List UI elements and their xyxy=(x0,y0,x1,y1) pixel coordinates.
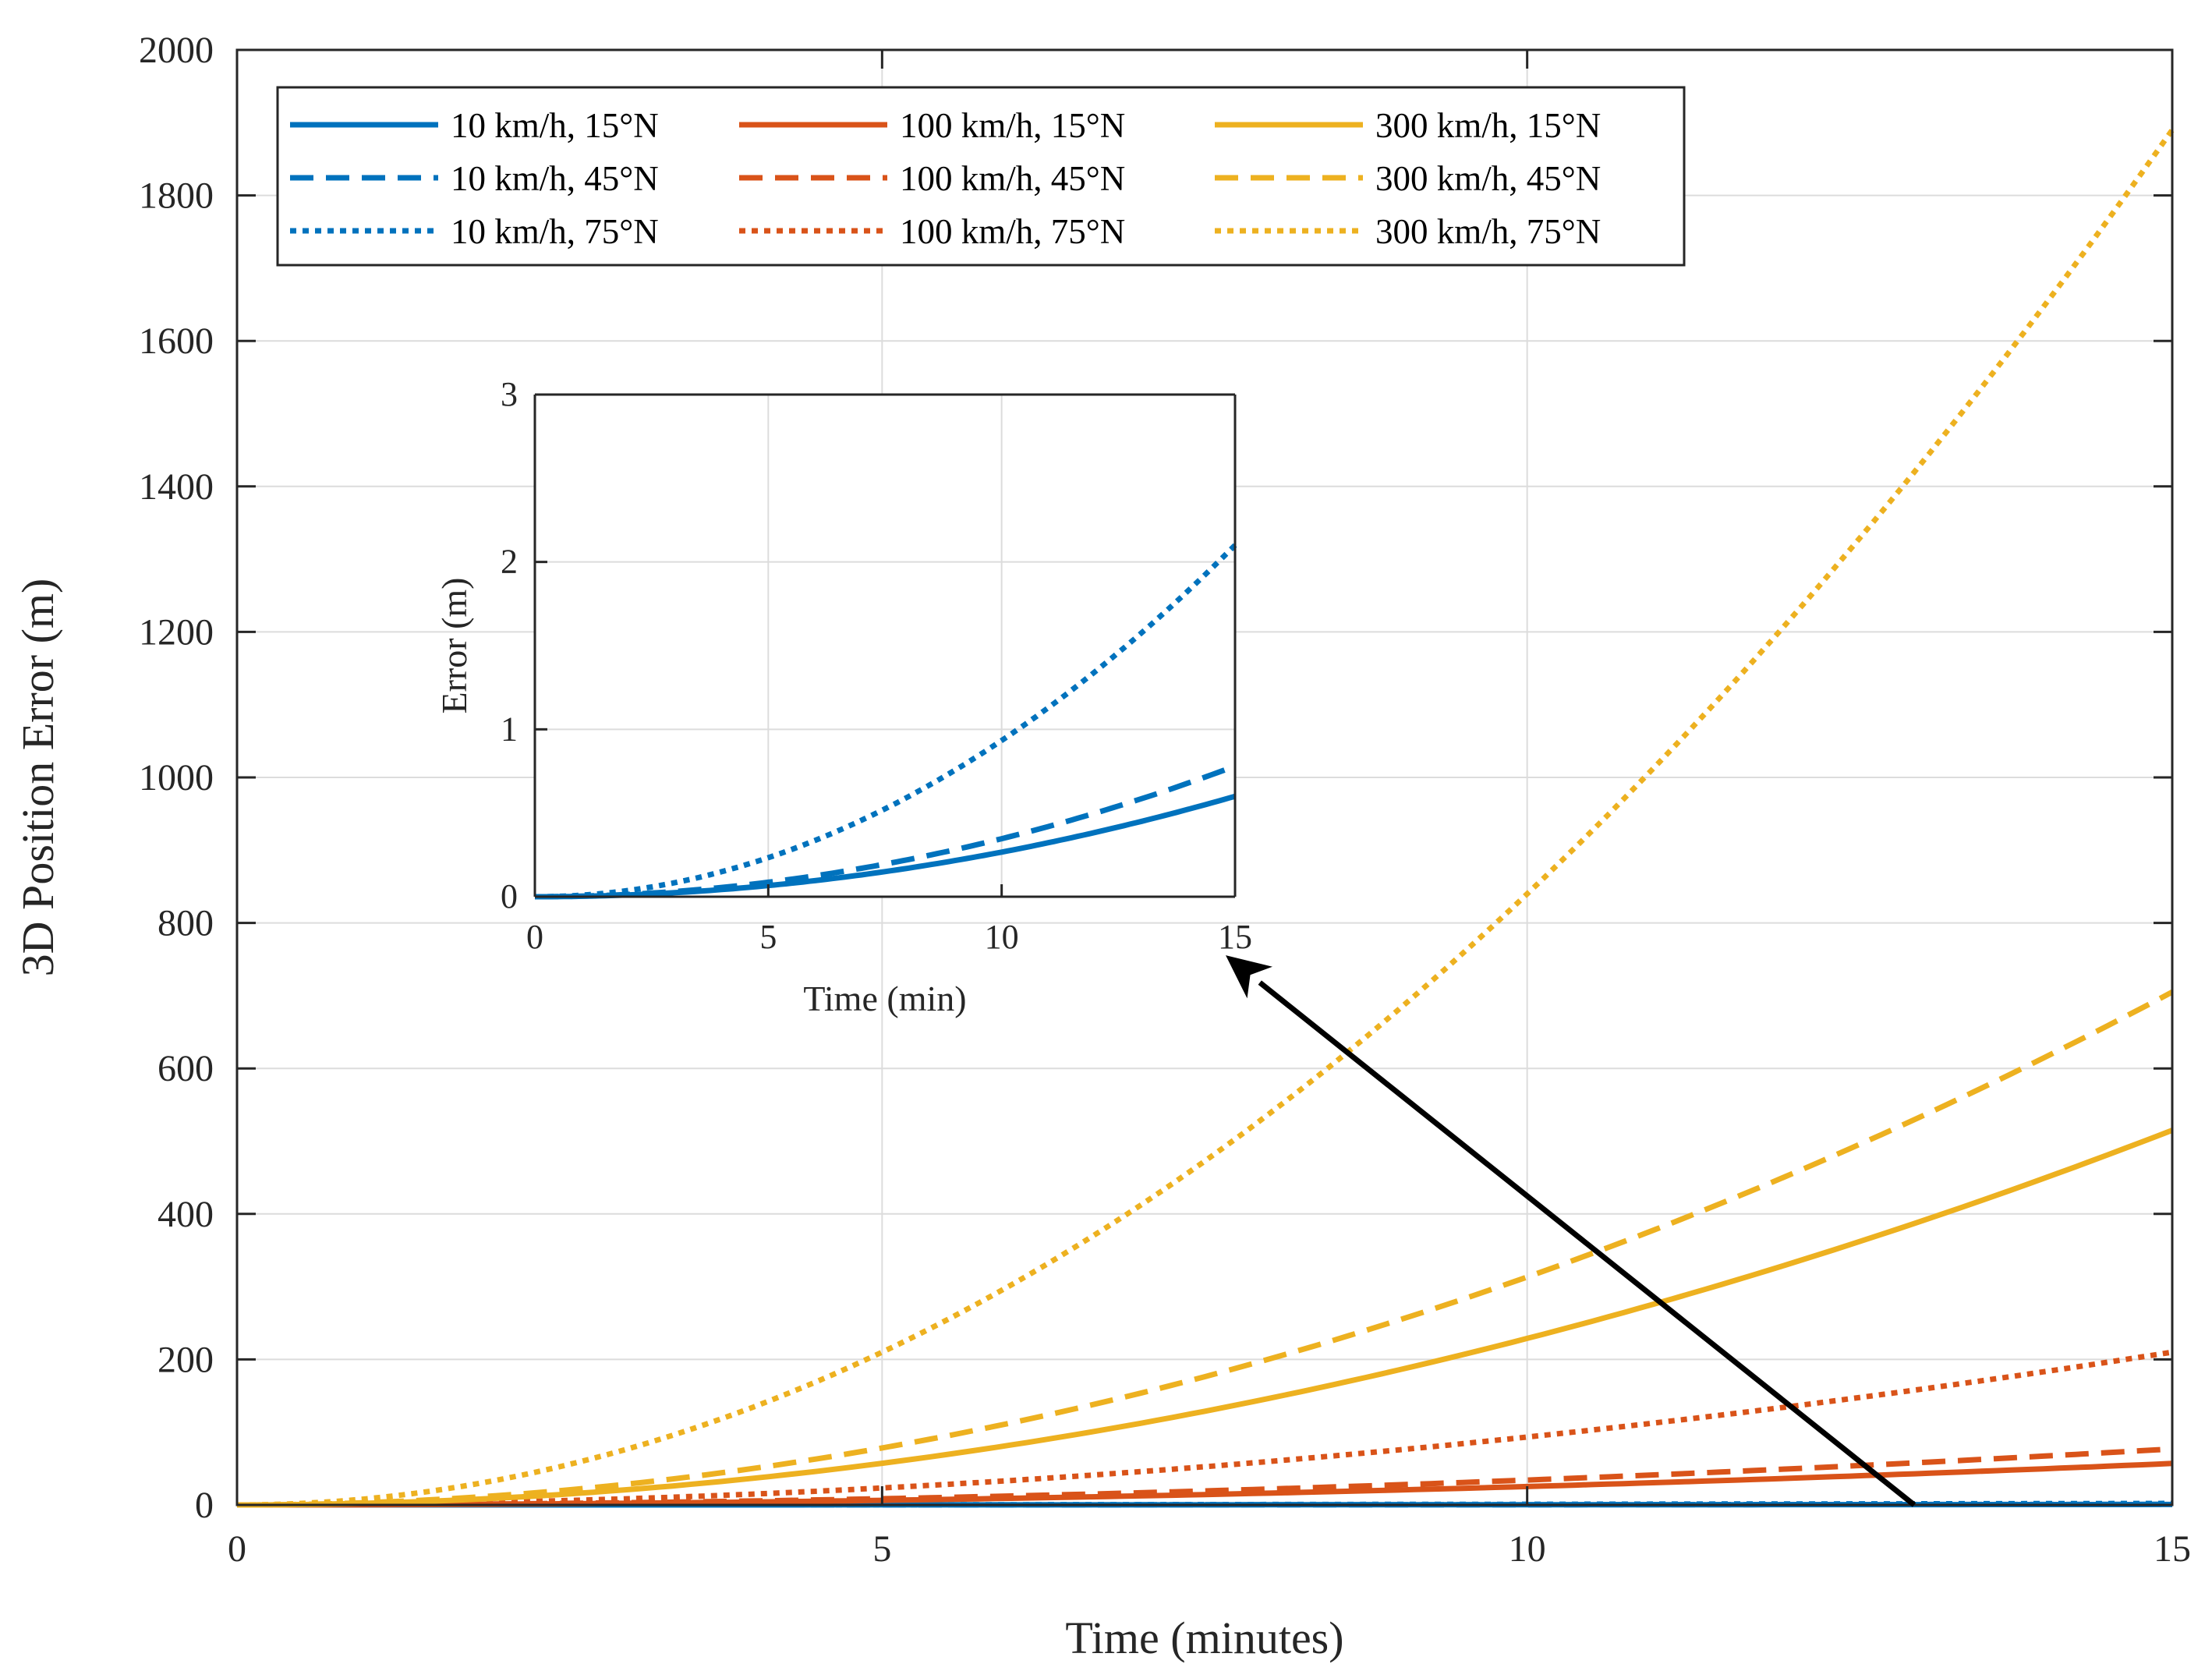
main-y-axis-title: 3D Position Error (m) xyxy=(12,579,63,977)
legend-item-10-km-h-75-n: 10 km/h, 75°N xyxy=(290,212,659,251)
y-tick-label: 3 xyxy=(501,375,518,413)
legend: 10 km/h, 15°N 10 km/h, 45°N 10 km/h, 75°N 1… xyxy=(276,86,1686,267)
legend-item-300-km-h-45-n: 300 km/h, 45°N xyxy=(1215,159,1601,198)
legend-label: 10 km/h, 15°N xyxy=(451,106,659,145)
legend-label: 300 km/h, 15°N xyxy=(1375,106,1601,145)
legend-item-10-km-h-45-n: 10 km/h, 45°N xyxy=(290,159,659,198)
legend-item-300-km-h-15-n: 300 km/h, 15°N xyxy=(1215,106,1601,145)
x-tick-label: 0 xyxy=(228,1528,246,1570)
y-tick-label: 0 xyxy=(195,1485,214,1526)
legend-label: 300 km/h, 75°N xyxy=(1375,212,1601,251)
y-tick-label: 1600 xyxy=(139,320,214,362)
legend-item-300-km-h-75-n: 300 km/h, 75°N xyxy=(1215,212,1601,251)
inset-background xyxy=(535,395,1235,897)
x-tick-label: 15 xyxy=(2154,1528,2191,1570)
x-tick-label: 10 xyxy=(1509,1528,1546,1570)
main-x-tick-labels: 0 5 10 15 xyxy=(228,1528,2191,1570)
inset-y-tick-labels: 0 1 2 3 xyxy=(501,375,518,915)
y-tick-label: 1200 xyxy=(139,611,214,653)
x-tick-label: 0 xyxy=(526,918,543,956)
main-x-axis-title: Time (minutes) xyxy=(1065,1613,1343,1663)
y-tick-label: 600 xyxy=(157,1048,214,1089)
zoom-arrow xyxy=(1226,955,1916,1507)
y-tick-label: 0 xyxy=(501,877,518,915)
y-tick-label: 2000 xyxy=(139,30,214,71)
y-tick-label: 200 xyxy=(157,1339,214,1380)
legend-label: 10 km/h, 75°N xyxy=(451,212,659,251)
legend-label: 100 km/h, 15°N xyxy=(900,106,1125,145)
x-tick-label: 10 xyxy=(985,918,1019,956)
inset-x-axis-title: Time (min) xyxy=(803,979,966,1018)
legend-label: 100 km/h, 75°N xyxy=(900,212,1125,251)
y-tick-label: 400 xyxy=(157,1194,214,1235)
arrow-shaft xyxy=(1258,980,1916,1507)
y-tick-label: 1000 xyxy=(139,757,214,798)
inset-tick-marks xyxy=(533,393,1237,898)
inset-y-axis-title: Error (m) xyxy=(434,578,474,714)
series-line-10-km-h-45-n xyxy=(535,763,1237,900)
y-tick-label: 2 xyxy=(501,543,518,581)
legend-label: 300 km/h, 45°N xyxy=(1375,159,1601,198)
inset-axes: 0 5 10 15 0 1 2 3 Time (min) Error (m) xyxy=(434,375,1252,1018)
inset-x-tick-labels: 0 5 10 15 xyxy=(526,918,1252,956)
main-tick-marks xyxy=(235,48,2174,1506)
inset-frame xyxy=(533,393,1237,898)
series-line-300-km-h-45-n xyxy=(237,990,2174,1508)
legend-item-100-km-h-45-n: 100 km/h, 45°N xyxy=(739,159,1125,198)
main-y-tick-labels: 0 200 400 600 800 1000 1200 1400 1600 1800 2000 xyxy=(139,30,214,1526)
x-tick-label: 5 xyxy=(759,918,777,956)
legend-item-10-km-h-15-n: 10 km/h, 15°N xyxy=(290,106,659,145)
y-tick-label: 1 xyxy=(501,710,518,748)
inset-plot-lines xyxy=(535,543,1237,900)
legend-label: 100 km/h, 45°N xyxy=(900,159,1125,198)
x-tick-label: 15 xyxy=(1218,918,1252,956)
arrow-head xyxy=(1226,955,1273,999)
legend-label: 10 km/h, 45°N xyxy=(451,159,659,198)
series-line-300-km-h-75-n xyxy=(236,128,2175,1508)
legend-item-100-km-h-15-n: 100 km/h, 15°N xyxy=(739,106,1125,145)
y-tick-label: 1400 xyxy=(139,466,214,508)
series-line-300-km-h-15-n xyxy=(237,1128,2174,1508)
y-tick-label: 1800 xyxy=(139,175,214,217)
series-line-10-km-h-75-n xyxy=(535,543,1237,900)
x-tick-label: 5 xyxy=(872,1528,891,1570)
legend-item-100-km-h-75-n: 100 km/h, 75°N xyxy=(739,212,1125,251)
legend-box xyxy=(276,86,1686,267)
y-tick-label: 800 xyxy=(157,903,214,944)
